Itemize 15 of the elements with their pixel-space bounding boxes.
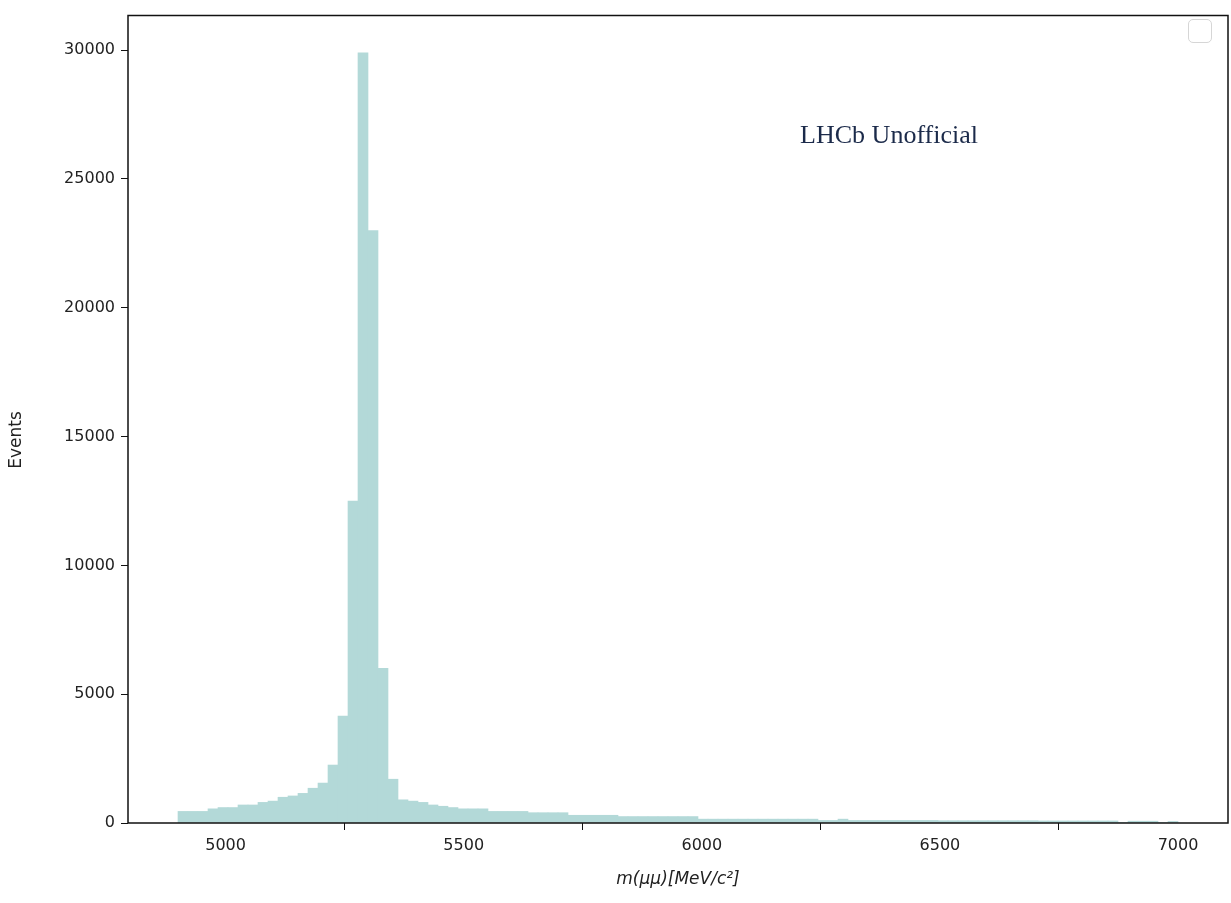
y-tick-label: 30000 — [64, 39, 115, 59]
y-tick-label: 0 — [104, 812, 115, 832]
y-tick-label: 25000 — [64, 168, 115, 188]
x-tick-label: 6500 — [919, 834, 961, 854]
y-tick-label: 20000 — [64, 296, 115, 316]
y-tick-label: 10000 — [64, 554, 115, 574]
y-axis-title: Events — [5, 410, 25, 471]
x-tick-label: 7000 — [1157, 834, 1199, 854]
x-tick-label: 5500 — [443, 834, 485, 854]
y-tick-label: 15000 — [64, 425, 115, 445]
y-tick-label: 5000 — [74, 683, 115, 703]
x-tick-label: 5000 — [205, 834, 246, 854]
x-axis-title: m(μμ)[MeV/c²] — [615, 868, 741, 888]
x-tick-label: 6000 — [681, 834, 723, 854]
annotation: LHCb Unofficial — [800, 119, 978, 149]
